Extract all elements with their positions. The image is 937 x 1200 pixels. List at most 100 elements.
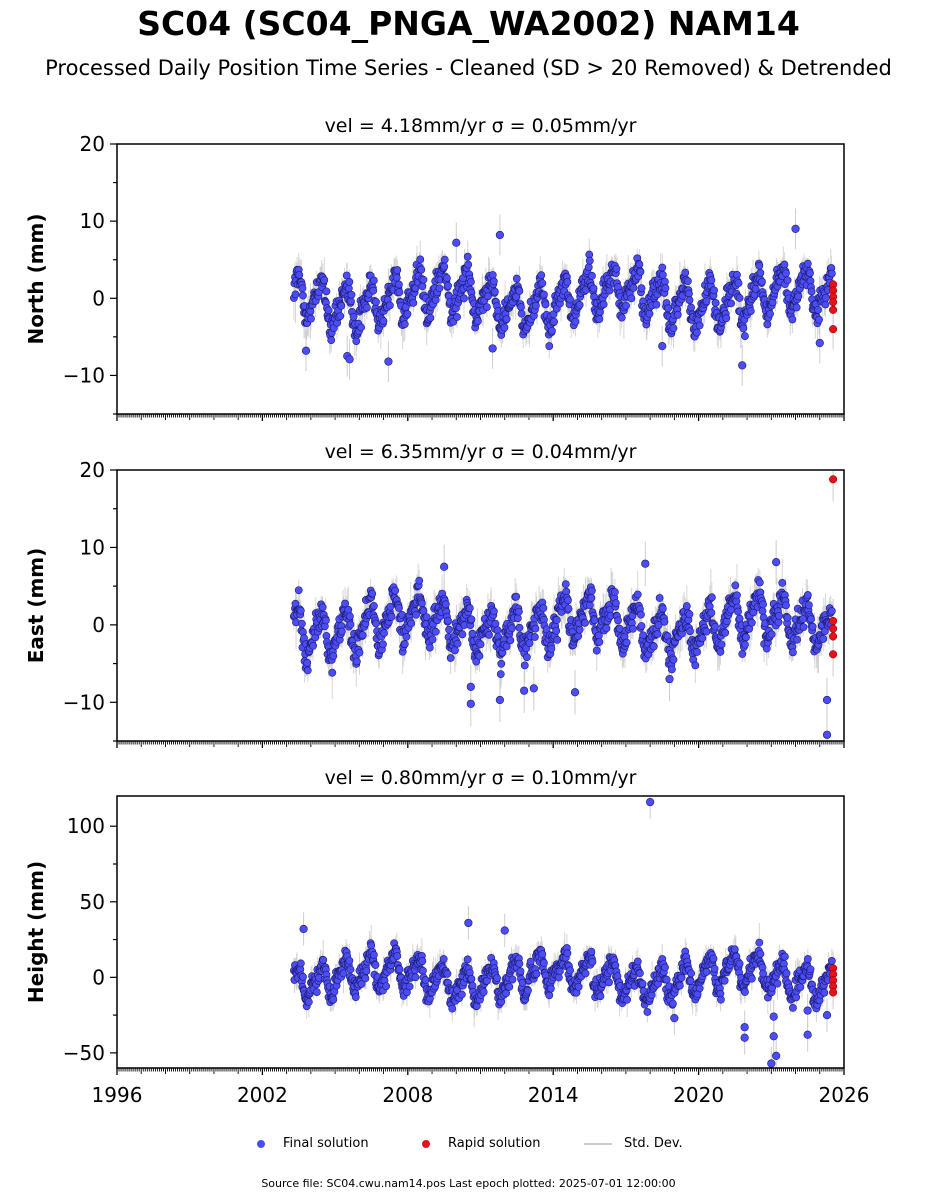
final-solution-point — [641, 559, 650, 568]
final-solution-point — [615, 624, 624, 633]
final-solution-point — [387, 613, 396, 621]
final-solution-point — [482, 303, 491, 312]
final-solution-point — [717, 640, 726, 649]
final-solution-point — [500, 323, 509, 332]
final-solution-point — [294, 586, 303, 595]
final-solution-point — [395, 604, 403, 612]
final-solution-point — [658, 604, 667, 613]
final-solution-point — [755, 261, 764, 270]
final-solution-point — [722, 314, 731, 323]
rapid-solution-point — [829, 325, 838, 334]
final-solution-point — [814, 305, 822, 314]
final-solution-point — [575, 625, 584, 634]
final-solution-point — [532, 301, 540, 310]
final-solution-point — [782, 269, 790, 278]
final-solution-point — [451, 646, 459, 655]
final-solution-point — [537, 271, 546, 280]
final-solution-point — [372, 298, 380, 306]
final-solution-point — [552, 626, 561, 635]
final-solution-point — [352, 337, 361, 345]
final-solution-point — [590, 616, 599, 625]
final-solution-points-east — [290, 558, 836, 739]
final-solution-point — [734, 279, 743, 288]
final-solution-point — [564, 604, 573, 613]
final-solution-point — [514, 607, 523, 616]
final-solution-point — [392, 273, 401, 282]
final-solution-point — [345, 355, 354, 364]
final-solution-point — [466, 699, 475, 708]
final-solution-point — [393, 266, 402, 274]
final-solution-point — [658, 270, 667, 279]
final-solution-point — [727, 299, 735, 308]
final-solution-point — [440, 255, 449, 264]
final-solution-point — [755, 578, 764, 587]
final-solution-point — [443, 274, 451, 282]
final-solution-point — [658, 342, 667, 351]
panel-title-north: vel = 4.18mm/yr σ = 0.05mm/yr — [325, 115, 637, 137]
final-solution-point — [475, 652, 484, 660]
final-solution-point — [635, 260, 644, 269]
final-solution-point — [686, 627, 694, 636]
final-solution-point — [746, 307, 755, 315]
final-solution-point — [344, 605, 353, 614]
final-solution-point — [324, 306, 333, 315]
final-solution-point — [652, 300, 661, 309]
final-solution-point — [352, 657, 361, 666]
final-solution-points-north — [290, 224, 836, 370]
panel-height: vel = 0.80mm/yr σ = 0.10mm/yr Height (mm)… — [24, 767, 869, 1107]
final-solution-point — [349, 312, 358, 321]
final-solution-point — [612, 264, 621, 273]
final-solution-point — [735, 294, 744, 302]
final-solution-point — [783, 276, 792, 285]
final-solution-point — [453, 313, 461, 321]
rapid-solution-point — [829, 624, 838, 633]
final-solution-point — [707, 593, 716, 602]
final-solution-point — [307, 314, 315, 323]
final-solution-point — [467, 615, 476, 624]
final-solution-point — [484, 292, 492, 301]
final-solution-point — [702, 297, 711, 306]
final-solution-point — [571, 317, 580, 326]
final-solution-point — [799, 614, 807, 623]
final-solution-point — [581, 618, 589, 627]
final-solution-point — [821, 300, 830, 309]
final-solution-point — [345, 612, 354, 621]
final-solution-point — [639, 631, 648, 640]
y-axis-label-height: Height (mm) — [24, 861, 48, 1003]
final-solution-point — [766, 310, 774, 318]
final-solution-point — [473, 317, 482, 325]
final-solution-point — [550, 317, 558, 326]
final-solution-point — [716, 648, 725, 656]
final-solution-point — [653, 630, 662, 638]
final-solution-point — [791, 224, 800, 233]
y-tick-label: −10 — [63, 690, 105, 714]
final-solution-point — [488, 271, 497, 279]
final-solution-point — [566, 295, 574, 304]
final-solution-point — [417, 599, 426, 608]
final-solution-point — [721, 628, 730, 637]
final-solution-point — [669, 655, 678, 664]
final-solution-point — [476, 640, 485, 649]
panel-title-height: vel = 0.80mm/yr σ = 0.10mm/yr — [325, 767, 637, 789]
final-solution-point — [485, 631, 493, 639]
final-solution-point — [742, 633, 750, 642]
final-solution-point — [763, 320, 772, 329]
final-solution-point — [687, 303, 695, 312]
final-solution-point — [489, 277, 498, 286]
final-solution-point — [379, 317, 388, 325]
final-solution-point — [525, 639, 534, 648]
final-solution-point — [599, 300, 608, 309]
final-solution-point — [614, 616, 622, 625]
final-solution-point — [664, 304, 673, 313]
final-solution-point — [584, 263, 593, 272]
final-solution-point — [530, 633, 539, 641]
final-solution-point — [808, 622, 817, 631]
final-solution-point — [417, 265, 426, 274]
final-solution-point — [617, 313, 626, 322]
final-solution-point — [803, 591, 812, 599]
final-solution-point — [409, 298, 418, 307]
final-solution-point — [368, 589, 377, 598]
panel-east: vel = 6.35mm/yr σ = 0.04mm/yr East (mm) −1… — [24, 441, 845, 748]
final-solution-point — [418, 282, 427, 291]
